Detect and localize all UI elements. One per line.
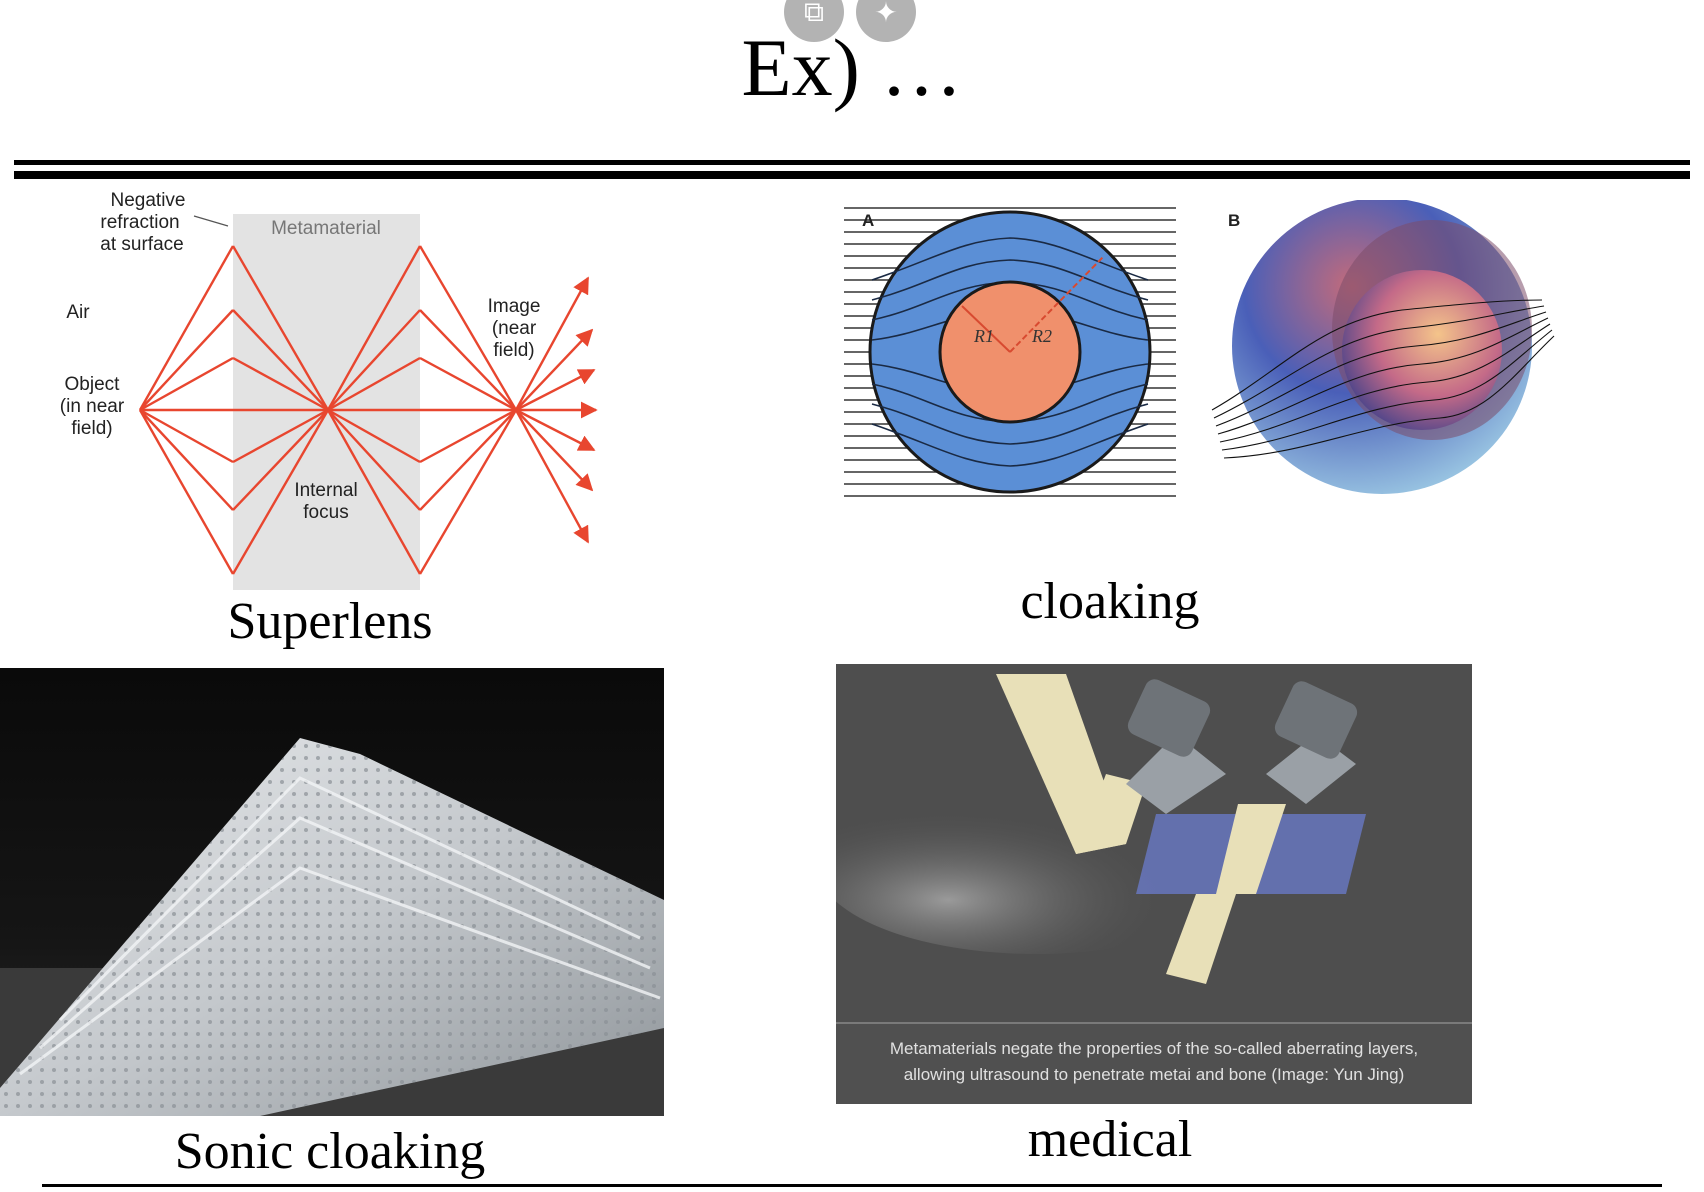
external-link-icon: ⧉	[804, 0, 824, 28]
label-image-2: (near	[492, 318, 537, 339]
label-air: Air	[66, 302, 90, 323]
label-metamaterial: Metamaterial	[271, 218, 381, 239]
label-internal-focus-2: focus	[303, 502, 348, 523]
sonic-cloaking-photo	[0, 668, 664, 1116]
label-image-1: Image	[488, 296, 541, 317]
metamaterial-slab	[233, 214, 420, 590]
ultrasound-beam-2	[1166, 894, 1236, 984]
sphere-field-lines	[1211, 299, 1555, 459]
sparkle-button[interactable]: ✦	[856, 0, 916, 42]
medical-image-caption-line-2: allowing ultrasound to penetrate metai a…	[903, 1065, 1405, 1084]
label-internal-focus-1: Internal	[294, 480, 357, 501]
top-rule-thick	[14, 171, 1690, 179]
label-negative-refraction-1: Negative	[111, 190, 186, 211]
caption-cloaking: cloaking	[1020, 573, 1200, 630]
open-external-button[interactable]: ⧉	[784, 0, 844, 42]
top-rule	[14, 160, 1690, 165]
medical-image: Metamaterials negate the properties of t…	[836, 664, 1472, 1104]
label-r2: R2	[1031, 326, 1052, 346]
label-object-3: field)	[71, 418, 112, 439]
medical-illustration	[836, 664, 1472, 1022]
caption-sonic-cloaking: Sonic cloaking	[174, 1123, 486, 1180]
label-r1: R1	[973, 326, 994, 346]
label-image-3: field)	[493, 340, 534, 361]
caption-superlens: Superlens	[227, 593, 433, 650]
slide-title: Ex) …	[741, 22, 963, 113]
superlens-diagram: Negative refraction at surface Metamater…	[60, 190, 598, 590]
label-object-2: (in near	[60, 396, 125, 417]
label-b: B	[1228, 211, 1240, 230]
label-negative-refraction-3: at surface	[100, 234, 183, 255]
light-rays	[138, 245, 598, 575]
label-a: A	[862, 211, 874, 230]
medical-image-caption-line-1: Metamaterials negate the properties of t…	[889, 1039, 1419, 1058]
sparkle-icon: ✦	[874, 0, 898, 29]
transducer-1	[1126, 734, 1226, 814]
cloaking-diagram: R1 R2 A B	[844, 200, 1555, 497]
label-negative-refraction-2: refraction	[100, 212, 179, 233]
caption-medical: medical	[1027, 1111, 1193, 1168]
label-object-1: Object	[65, 374, 121, 395]
bottom-rule	[42, 1184, 1662, 1187]
